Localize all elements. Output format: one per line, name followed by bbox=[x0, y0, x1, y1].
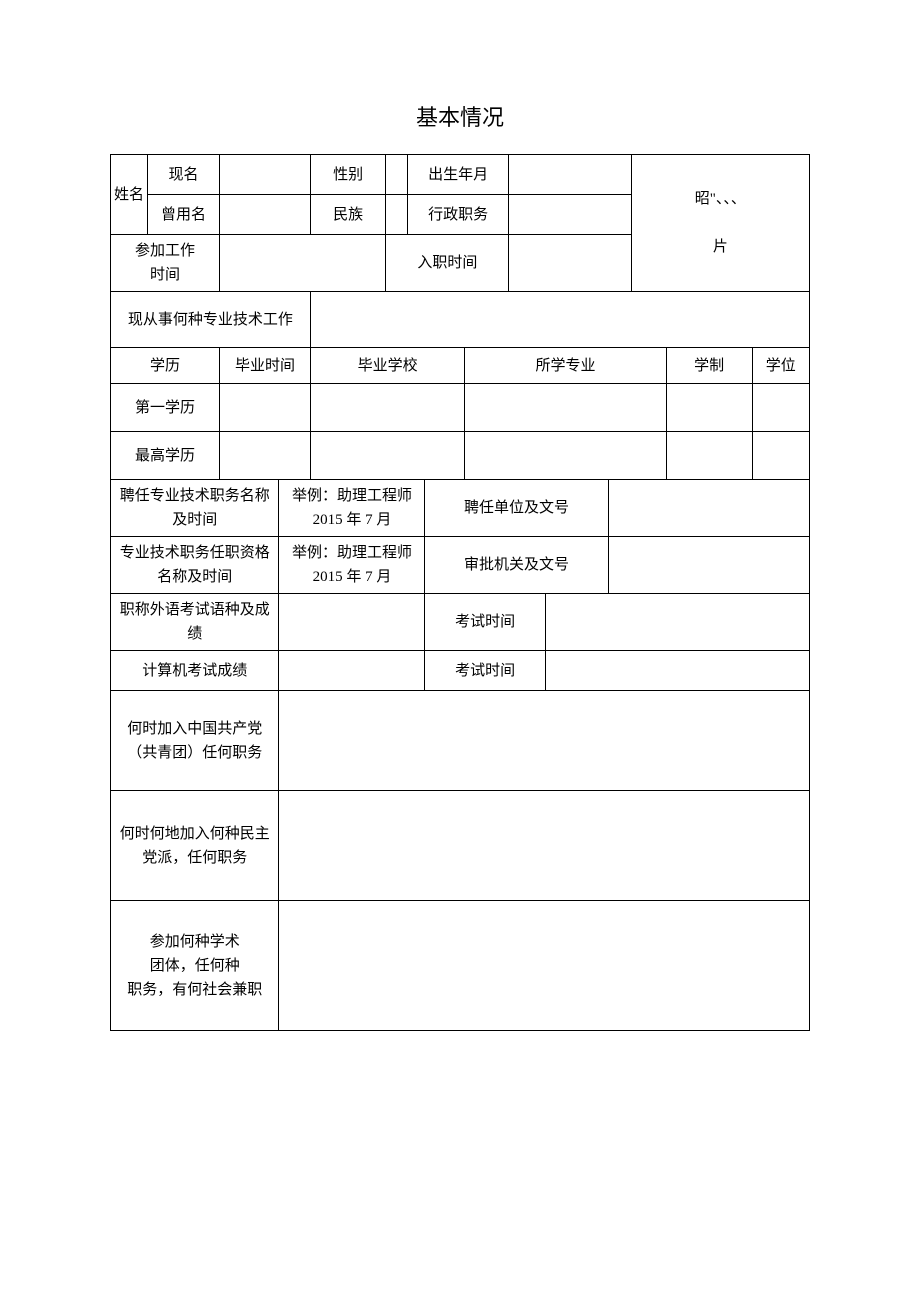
label-first-edu: 第一学历 bbox=[111, 384, 220, 432]
label-current-name: 现名 bbox=[148, 155, 220, 195]
value-approve-unit bbox=[608, 537, 809, 594]
value-highest-edu-degree bbox=[752, 432, 809, 480]
value-highest-edu-time bbox=[220, 432, 311, 480]
label-computer-exam: 计算机考试成绩 bbox=[111, 651, 279, 691]
label-exam-time2: 考试时间 bbox=[425, 651, 545, 691]
value-computer-exam bbox=[279, 651, 425, 691]
label-degree: 学位 bbox=[752, 348, 809, 384]
label-party-join: 何时加入中国共产党 （共青团）任何职务 bbox=[111, 691, 279, 791]
label-grad-time: 毕业时间 bbox=[220, 348, 311, 384]
label-academic-org: 参加何种学术 团体，任何种 职务，有何社会兼职 bbox=[111, 901, 279, 1031]
label-approve-unit: 审批机关及文号 bbox=[425, 537, 608, 594]
value-exam-time1 bbox=[545, 594, 809, 651]
label-current-work: 现从事何种专业技术工作 bbox=[111, 292, 311, 348]
basic-info-table: 姓名 现名 性别 出生年月 昭"、、、 片 曾用名 民族 行政职务 参加工作 时… bbox=[110, 154, 810, 1031]
value-entry-time bbox=[509, 235, 631, 292]
label-former-name: 曾用名 bbox=[148, 195, 220, 235]
value-first-edu-time bbox=[220, 384, 311, 432]
label-birth-date: 出生年月 bbox=[408, 155, 509, 195]
value-current-name bbox=[220, 155, 311, 195]
value-work-start bbox=[220, 235, 386, 292]
label-qualification: 专业技术职务任职资格 名称及时间 bbox=[111, 537, 279, 594]
label-grad-school: 毕业学校 bbox=[310, 348, 464, 384]
label-work-start: 参加工作 时间 bbox=[111, 235, 220, 292]
label-ethnicity: 民族 bbox=[310, 195, 385, 235]
value-birth-date bbox=[509, 155, 631, 195]
value-highest-edu-major bbox=[465, 432, 666, 480]
label-admin-post: 行政职务 bbox=[408, 195, 509, 235]
label-entry-time: 入职时间 bbox=[386, 235, 509, 292]
value-exam-time2 bbox=[545, 651, 809, 691]
label-exam-time1: 考试时间 bbox=[425, 594, 545, 651]
label-example2: 举例：助理工程师 2015 年 7 月 bbox=[279, 537, 425, 594]
value-academic-org bbox=[279, 901, 810, 1031]
value-first-edu-school bbox=[310, 384, 464, 432]
value-first-edu-major bbox=[465, 384, 666, 432]
label-name: 姓名 bbox=[111, 155, 148, 235]
value-foreign-lang bbox=[279, 594, 425, 651]
value-gender bbox=[386, 155, 408, 195]
label-appoint-unit: 聘任单位及文号 bbox=[425, 480, 608, 537]
value-admin-post bbox=[509, 195, 631, 235]
photo-area: 昭"、、、 片 bbox=[631, 155, 809, 292]
value-democratic-party bbox=[279, 791, 810, 901]
value-highest-edu-school bbox=[310, 432, 464, 480]
value-first-edu-degree bbox=[752, 384, 809, 432]
value-party-join bbox=[279, 691, 810, 791]
value-first-edu-system bbox=[666, 384, 752, 432]
label-education: 学历 bbox=[111, 348, 220, 384]
value-appoint-unit bbox=[608, 480, 809, 537]
value-ethnicity bbox=[386, 195, 408, 235]
label-foreign-lang: 职称外语考试语种及成 绩 bbox=[111, 594, 279, 651]
value-former-name bbox=[220, 195, 311, 235]
label-example1: 举例：助理工程师 2015 年 7 月 bbox=[279, 480, 425, 537]
value-highest-edu-system bbox=[666, 432, 752, 480]
label-democratic-party: 何时何地加入何种民主 党派，任何职务 bbox=[111, 791, 279, 901]
label-major: 所学专业 bbox=[465, 348, 666, 384]
page-title: 基本情况 bbox=[110, 100, 810, 132]
label-school-system: 学制 bbox=[666, 348, 752, 384]
label-appointed-title: 聘任专业技术职务名称 及时间 bbox=[111, 480, 279, 537]
label-highest-edu: 最高学历 bbox=[111, 432, 220, 480]
value-current-work bbox=[310, 292, 809, 348]
label-gender: 性别 bbox=[310, 155, 385, 195]
